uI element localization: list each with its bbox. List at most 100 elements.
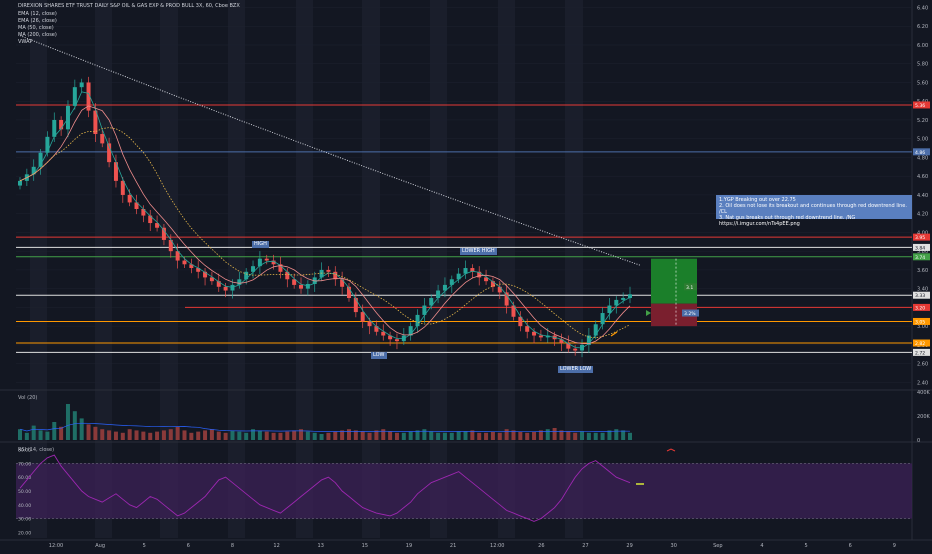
candle-body bbox=[299, 284, 304, 289]
candle-body bbox=[305, 283, 310, 289]
volume-bar bbox=[65, 404, 70, 440]
volume-bar bbox=[127, 429, 132, 440]
y-tick-label: 3.60 bbox=[917, 268, 928, 274]
candle-body bbox=[559, 339, 564, 344]
candle-body bbox=[463, 268, 468, 274]
price-level-tag-bg bbox=[913, 233, 930, 241]
candle-body bbox=[127, 194, 132, 203]
legend-ma50: MA (50, close) bbox=[18, 25, 54, 31]
candle-body bbox=[381, 331, 386, 336]
annotation-high: HIGH bbox=[252, 241, 269, 248]
volume-bar bbox=[586, 432, 591, 440]
x-tick-label: 6 bbox=[187, 543, 190, 549]
stop-label: 3.2% bbox=[684, 311, 696, 317]
candle-body bbox=[79, 82, 84, 88]
volume-bar bbox=[216, 431, 221, 440]
session-band-2 bbox=[160, 0, 178, 538]
candle-body bbox=[367, 321, 372, 327]
volume-bar bbox=[607, 430, 612, 440]
volume-bar bbox=[168, 429, 173, 440]
candle-body bbox=[484, 277, 489, 282]
volume-bar bbox=[196, 431, 201, 440]
volume-bar bbox=[52, 422, 57, 440]
volume-bar bbox=[518, 431, 523, 440]
candle-body bbox=[292, 279, 297, 285]
y-tick-label: 5.20 bbox=[917, 118, 928, 124]
candle-body bbox=[504, 292, 509, 306]
volume-bar bbox=[573, 432, 578, 440]
volume-bar bbox=[442, 432, 447, 440]
y-tick-label: 4.00 bbox=[917, 230, 928, 236]
ema12-line bbox=[19, 91, 631, 349]
volume-bar bbox=[408, 431, 413, 440]
volume-bar bbox=[600, 432, 605, 440]
volume-bar bbox=[141, 431, 146, 440]
x-tick-label: 12:00 bbox=[490, 543, 504, 549]
x-tick-label: 9 bbox=[893, 543, 896, 549]
candle-body bbox=[532, 331, 537, 336]
candle-body bbox=[408, 326, 413, 336]
candle-body bbox=[628, 294, 632, 299]
volume-bar bbox=[134, 430, 139, 440]
volume-bar bbox=[614, 429, 619, 440]
volume-bar bbox=[203, 430, 208, 440]
candle-body bbox=[374, 326, 379, 332]
price-level-tag: 3.33 bbox=[915, 293, 925, 299]
candle-body bbox=[203, 271, 208, 278]
y-tick-label: 4.20 bbox=[917, 212, 928, 218]
price-level-tag-bg bbox=[913, 291, 930, 299]
legend-ma200: MA (200, close) bbox=[18, 32, 57, 38]
y-tick-label: 2.40 bbox=[917, 380, 928, 386]
candle-body bbox=[237, 279, 242, 285]
candle-body bbox=[134, 202, 139, 209]
y-tick-label: 6.40 bbox=[917, 5, 928, 11]
y-tick-label: 4.60 bbox=[917, 174, 928, 180]
x-tick-label: 5 bbox=[805, 543, 808, 549]
price-level-tag-bg bbox=[913, 317, 930, 325]
candle-body bbox=[175, 251, 180, 261]
volume-bar bbox=[209, 429, 214, 440]
candle-body bbox=[621, 298, 626, 300]
volume-bar bbox=[244, 432, 249, 440]
candle-body bbox=[93, 110, 98, 135]
candle-body bbox=[422, 305, 427, 315]
candle-body bbox=[456, 273, 461, 280]
volume-bar bbox=[86, 424, 91, 440]
candle-body bbox=[251, 266, 256, 272]
volume-bar bbox=[326, 432, 331, 440]
x-tick-label: 12:00 bbox=[49, 543, 63, 549]
volume-bar bbox=[113, 431, 118, 440]
volume-bar bbox=[545, 429, 550, 440]
y-tick-label: 4.80 bbox=[917, 155, 928, 161]
candle-body bbox=[511, 305, 516, 317]
candle-body bbox=[490, 281, 495, 287]
x-tick-label: 26 bbox=[538, 543, 544, 549]
y-tick-label: 3.00 bbox=[917, 324, 928, 330]
volume-bar bbox=[312, 432, 317, 440]
session-band-8 bbox=[565, 0, 583, 538]
candle-body bbox=[107, 143, 112, 163]
candle-body bbox=[271, 260, 276, 265]
rsi-arrow-marker bbox=[666, 448, 676, 452]
volume-bar bbox=[463, 431, 468, 440]
candle-body bbox=[72, 87, 77, 106]
trade-idea-note[interactable]: 1.YGP Breaking out over 22.75 2. Oil doe… bbox=[716, 195, 912, 227]
note-line-2: 2. Oil does not lose its breakout and co… bbox=[719, 203, 907, 215]
volume-bar bbox=[346, 429, 351, 440]
legend-ema12: EMA (12, close) bbox=[18, 11, 57, 17]
volume-bar bbox=[484, 432, 489, 440]
ma200-line bbox=[19, 35, 641, 266]
candle-body bbox=[573, 348, 578, 351]
orange-marker bbox=[610, 331, 618, 337]
price-level-tag: 3.74 bbox=[915, 255, 925, 261]
candle-body bbox=[196, 268, 201, 272]
price-level-tag: 3.95 bbox=[915, 235, 925, 241]
x-tick-label: 8 bbox=[231, 543, 234, 549]
volume-bar bbox=[477, 432, 482, 440]
volume-bar bbox=[552, 428, 557, 440]
candle-body bbox=[346, 286, 351, 299]
volume-bar bbox=[251, 429, 256, 440]
candle-body bbox=[161, 227, 166, 240]
